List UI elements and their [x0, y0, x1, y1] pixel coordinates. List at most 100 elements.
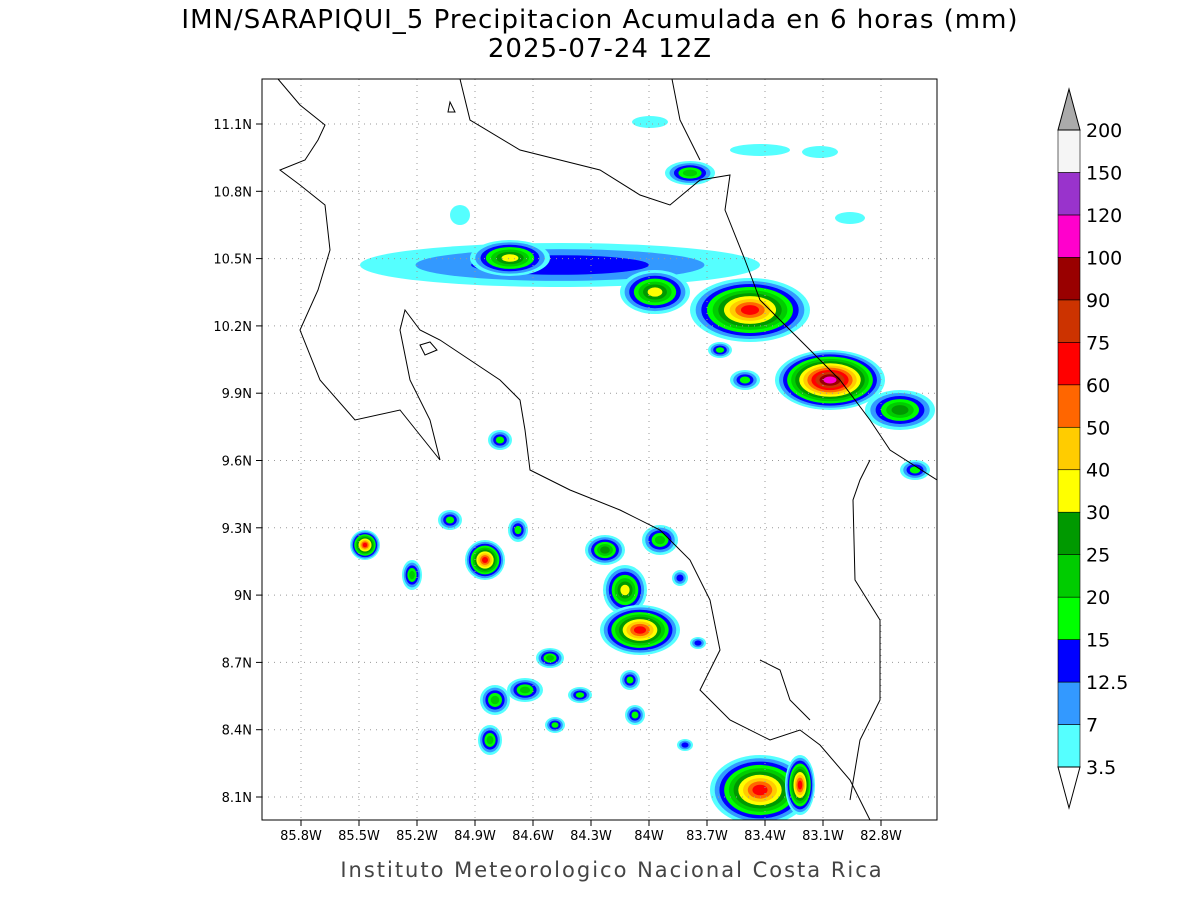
rain-contour: [909, 466, 921, 474]
colorbar-label: 200: [1086, 120, 1122, 142]
lat-tick-label: 11.1N: [213, 118, 252, 133]
colorbar-label: 75: [1086, 332, 1110, 354]
rain-contour: [891, 405, 909, 415]
rain-contour: [654, 535, 666, 545]
colorbar-label: 50: [1086, 417, 1110, 439]
lat-tick-label: 9.3N: [222, 522, 252, 537]
rain-contour: [501, 254, 519, 262]
map-frame: [261, 78, 938, 821]
colorbar-label: 12.5: [1086, 672, 1128, 694]
colorbar-segment: [1057, 639, 1081, 683]
colorbar-segment: [1057, 511, 1081, 555]
lon-tick-label: 83.4W: [744, 829, 786, 844]
colorbar-segment: [1057, 342, 1081, 386]
lat-tick-label: 10.2N: [213, 320, 252, 335]
rain-contour: [626, 676, 634, 684]
colorbar-label: 60: [1086, 375, 1110, 397]
lon-tick-label: 85.5W: [338, 829, 380, 844]
rain-contour: [823, 376, 837, 384]
rain-contour: [490, 695, 500, 705]
subtitle: 2025-07-24 12Z: [488, 34, 712, 64]
rain-contour: [647, 287, 663, 297]
colorbar-segment: [1057, 299, 1081, 343]
rain-contour: [575, 692, 585, 698]
colorbar-label: 15: [1086, 630, 1110, 652]
colorbar-label: 20: [1086, 587, 1110, 609]
lat-tick-label: 9.6N: [222, 455, 252, 470]
colorbar-label: 150: [1086, 162, 1122, 184]
rain-contour: [362, 542, 368, 548]
colorbar-segment: [1057, 554, 1081, 598]
rain-contour: [752, 784, 768, 796]
rain-contour: [835, 212, 865, 224]
rain-contour: [600, 546, 610, 554]
rain-contour: [633, 626, 647, 634]
rain-contour: [450, 205, 470, 225]
rain-contour: [740, 305, 760, 315]
rain-contour: [682, 169, 698, 177]
coastline: [277, 79, 937, 820]
rain-contour: [730, 144, 790, 156]
colorbar-over: [1057, 87, 1081, 131]
colorbar-label: 90: [1086, 290, 1110, 312]
lat-tick-label: 8.4N: [222, 724, 252, 739]
lat-tick-label: 9N: [234, 589, 252, 604]
lon-tick-label: 83.7W: [686, 829, 728, 844]
rain-contour: [481, 556, 489, 564]
rain-contour: [445, 516, 455, 524]
colorbar-segment: [1057, 257, 1081, 301]
colorbar-segment: [1057, 214, 1081, 258]
lat-tick-label: 8.1N: [222, 791, 252, 806]
rain-contour: [486, 735, 494, 745]
colorbar-segment: [1057, 129, 1081, 173]
rain-contour: [681, 742, 689, 748]
lon-tick-label: 82.8W: [860, 829, 902, 844]
lon-tick-label: 85.2W: [396, 829, 438, 844]
rain-contour: [797, 780, 803, 790]
colorbar-segment: [1057, 172, 1081, 216]
colorbar-segment: [1057, 681, 1081, 725]
colorbar-under: [1057, 766, 1081, 810]
lat-tick-label: 10.8N: [213, 185, 252, 200]
rain-contour: [676, 574, 684, 582]
colorbar-label: 25: [1086, 545, 1110, 567]
colorbar-segment: [1057, 596, 1081, 640]
colorbar: 3.5 7 12.5 15 20 25 30 40 50 60 75 90 100 120 150 200: [1057, 87, 1128, 810]
colorbar-label: 40: [1086, 460, 1110, 482]
lon-tick-label: 83.1W: [802, 829, 844, 844]
rain-contour: [514, 525, 522, 535]
colorbar-segment: [1057, 469, 1081, 513]
rain-contour: [620, 584, 630, 596]
rain-contour: [715, 347, 725, 353]
rain-contour: [495, 436, 505, 444]
rain-contour: [631, 711, 639, 719]
footer: Instituto Meteorologico Nacional Costa R…: [340, 858, 883, 882]
rain-contour: [519, 686, 531, 694]
colorbar-segment: [1057, 426, 1081, 471]
precipitation: [350, 116, 935, 820]
rain-contour: [551, 722, 559, 728]
rain-contour: [409, 570, 415, 580]
title: IMN/SARAPIQUI_5 Precipitacion Acumulada …: [181, 5, 1018, 35]
colorbar-segment: [1057, 724, 1081, 768]
colorbar-segment: [1057, 384, 1081, 428]
rain-contour: [632, 116, 668, 128]
lat-tick-label: 8.7N: [222, 656, 252, 671]
colorbar-label: 3.5: [1086, 757, 1116, 779]
colorbar-label: 100: [1086, 247, 1122, 269]
lat-tick-label: 10.5N: [213, 253, 252, 268]
colorbar-label: 30: [1086, 502, 1110, 524]
grid: 85.8W 85.5W 85.2W 84.9W 84.6W 84.3W 84W 83.7W 83…: [213, 79, 937, 844]
lon-tick-label: 84.9W: [454, 829, 496, 844]
lon-tick-label: 85.8W: [280, 829, 322, 844]
rain-contour: [546, 655, 554, 661]
colorbar-label: 7: [1086, 715, 1098, 737]
rain-contour: [802, 146, 838, 158]
colorbar-label: 120: [1086, 205, 1122, 227]
lat-tick-label: 9.9N: [222, 387, 252, 402]
lon-tick-label: 84W: [634, 829, 664, 844]
lon-tick-label: 84.6W: [512, 829, 554, 844]
lon-tick-label: 84.3W: [570, 829, 612, 844]
rain-contour: [694, 640, 702, 646]
